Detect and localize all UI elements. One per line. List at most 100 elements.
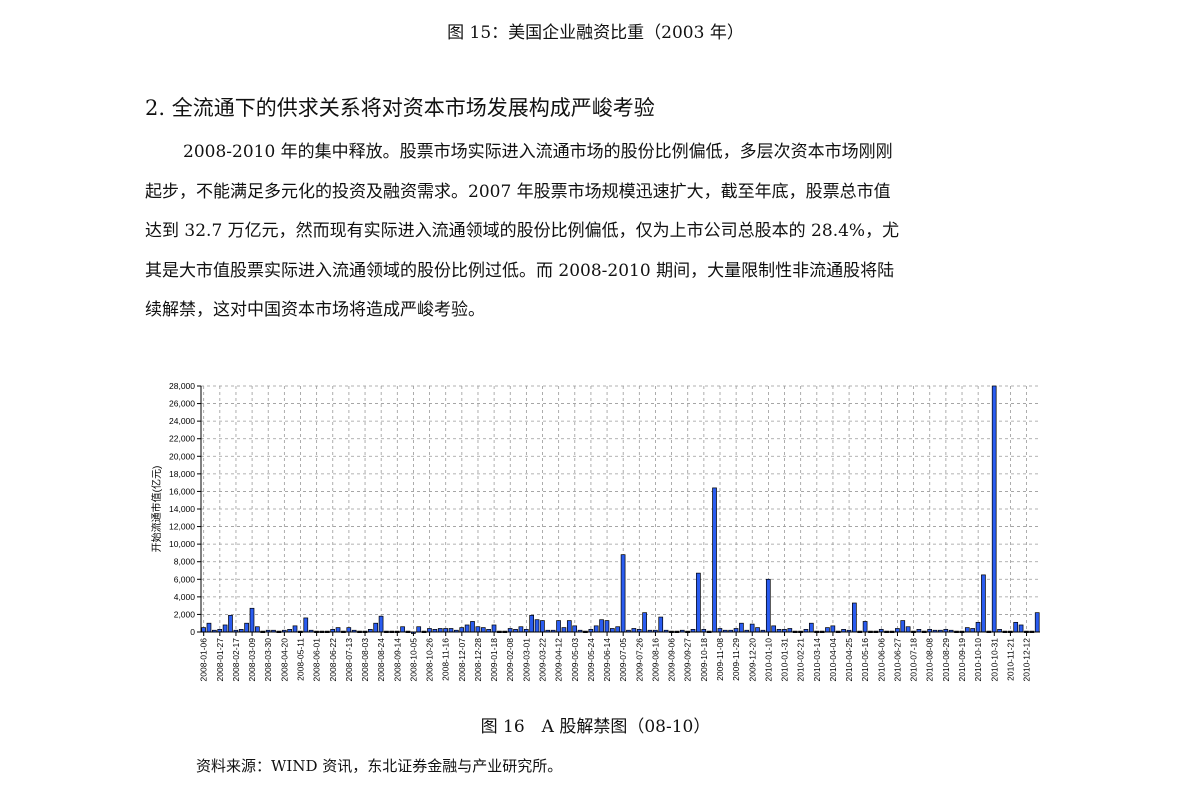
x-tick-label: 2008-04-20 [279,638,289,682]
y-tick-label: 20,000 [169,451,195,461]
y-tick-label: 12,000 [169,522,195,532]
y-tick-label: 8,000 [174,557,196,567]
bar [609,628,615,633]
x-tick-label: 2009-02-08 [505,638,515,682]
bar [852,602,857,633]
bar [255,626,260,633]
x-tick-label: 2010-08-08 [925,638,935,682]
bar [970,628,976,633]
y-tick-label: 28,000 [169,381,195,391]
paragraph-line: 2008-2010 年的集中释放。股票市场实际进入流通市场的股份比例偏低，多层次… [183,142,893,162]
paragraph-line: 其是大市值股票实际进入流通领域的股份比例过低。而 2008-2010 期间，大量… [145,261,895,281]
bar [244,622,249,633]
bar [658,616,664,633]
bar [620,554,626,633]
bar [787,628,793,633]
bar [593,625,599,633]
bar [491,624,497,633]
bar [1018,624,1024,633]
paragraph-line: 续解禁，这对中国资本市场将造成严峻考验。 [145,300,485,320]
y-tick-label: 14,000 [169,504,195,514]
bar [830,625,836,633]
bar [561,627,567,633]
bar [201,627,206,633]
x-tick-label: 2010-08-29 [941,638,951,682]
bar [529,614,534,633]
bar [378,615,384,633]
bar [905,626,911,633]
x-tick-label: 2009-11-29 [731,638,741,681]
bar [642,612,647,633]
bar [443,628,448,633]
x-tick-label: 2010-06-27 [892,638,902,682]
x-tick-label: 2010-01-10 [763,638,773,682]
x-tick-label: 2008-08-03 [360,638,370,682]
bar [765,578,771,633]
bar [1034,612,1040,633]
x-tick-label: 2009-08-16 [650,638,660,682]
bar [964,627,970,633]
y-tick-label: 16,000 [169,486,195,496]
bar [448,628,454,633]
bar [696,572,701,633]
paragraph-line: 达到 32.7 万亿元，然而现有实际进入流通领域的股份比例偏低，仅为上市公司总股… [145,221,900,241]
x-tick-label: 2010-04-25 [844,638,854,682]
x-tick-label: 2008-06-01 [312,638,322,682]
y-tick-label: 18,000 [169,469,195,479]
bar [712,487,717,633]
y-tick-label: 10,000 [169,539,195,549]
bar [475,626,481,633]
x-tick-label: 2008-02-17 [231,638,241,682]
x-tick-label: 2010-12-12 [1022,638,1032,682]
x-tick-label: 2009-03-01 [521,638,531,682]
figure-15-caption: 图 15：美国企业融资比重（2003 年） [447,23,744,43]
bar [749,623,755,633]
bar [540,620,545,633]
x-tick-label: 2009-09-06 [667,638,677,682]
y-tick-label: 24,000 [169,416,195,426]
bar [975,621,981,633]
bar [991,385,997,633]
bar [717,628,723,633]
y-tick-label: 0 [190,627,195,637]
bar [222,624,228,633]
chart-grid [201,385,1040,632]
x-tick-label: 2009-01-18 [489,638,499,682]
bar [981,574,986,633]
bar [1013,621,1019,633]
x-tick-label: 2008-10-26 [425,638,435,682]
paragraph-line: 起步，不能满足多元化的投资及融资需求。2007 年股票市场规模迅速扩大，截至年底… [145,182,891,202]
x-tick-label: 2010-09-19 [957,638,967,682]
bar [507,628,513,633]
bar [825,627,830,633]
bar [739,622,744,633]
bar [566,620,572,633]
x-tick-label: 2008-09-14 [392,638,402,682]
bar [335,627,341,633]
bar [400,626,405,633]
bar [249,607,255,633]
x-tick-label: 2008-12-07 [457,638,467,682]
bar [534,619,540,633]
x-tick-label: 2008-01-06 [199,638,209,682]
x-tick-label: 2008-08-24 [376,638,386,682]
bar [470,621,475,633]
x-tick-label: 2010-03-14 [812,638,822,682]
x-tick-label: 2008-06-22 [328,638,338,682]
y-tick-label: 6,000 [174,574,196,584]
bar [572,625,578,633]
section-heading: 2. 全流通下的供求关系将对资本市场发展构成严峻考验 [145,96,655,120]
bar [206,622,212,633]
bar [895,628,900,633]
bar [303,617,309,633]
bar [373,622,379,633]
x-tick-label: 2010-11-21 [1005,638,1015,681]
x-tick-label: 2009-11-08 [715,638,725,681]
bar [437,628,443,633]
bar [480,627,486,633]
unlock-bar-chart: 0 2,000 4,000 6,000 8,000 10,000 12,000 14,000 1… [150,381,1040,682]
x-tick-label: 2009-12-20 [747,638,757,682]
x-tick-label: 2008-03-30 [263,638,273,682]
chart-bars [201,385,1040,634]
figure-16-caption: 图 16 A 股解禁图（08-10） [480,717,711,737]
